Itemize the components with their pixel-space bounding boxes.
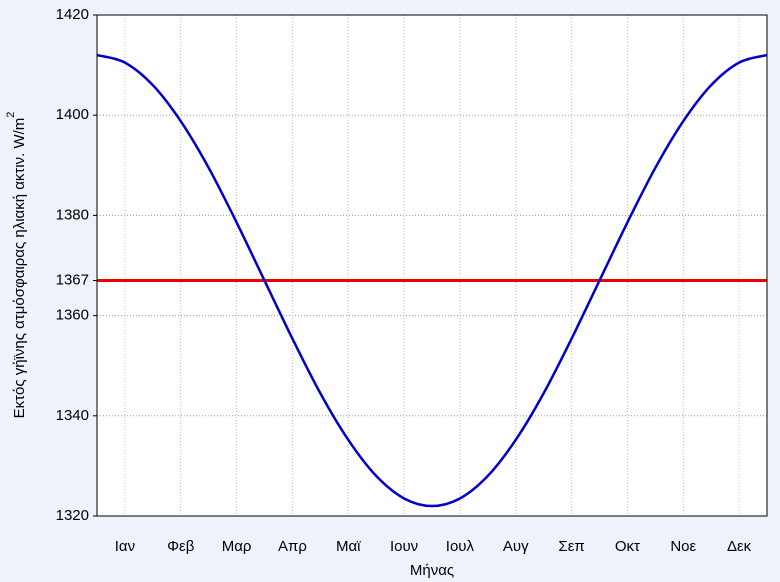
x-tick-label: Σεπ (558, 538, 584, 555)
x-tick-label: Ιαν (115, 538, 135, 555)
y-tick-label: 1360 (56, 307, 89, 324)
y-axis-label: Εκτός γήϊνης ατμόσφαιρας ηλιακή ακτιν. W… (5, 112, 28, 419)
y-tick-label: 1367 (56, 271, 89, 288)
series-line (96, 53, 768, 508)
y-tick-label: 1420 (56, 6, 89, 23)
x-tick-label: Ιουν (390, 538, 418, 555)
x-tick-label: Φεβ (167, 538, 195, 555)
x-tick-label: Οκτ (615, 538, 640, 555)
y-axis-label-text: Εκτός γήϊνης ατμόσφαιρας ηλιακή ακτιν. W… (11, 118, 28, 419)
y-tick-label: 1340 (56, 407, 89, 424)
x-tick-label: Ιουλ (446, 538, 475, 555)
y-axis-label-group: Εκτός γήϊνης ατμόσφαιρας ηλιακή ακτιν. W… (5, 112, 28, 419)
x-tick-label: Αυγ (503, 538, 529, 555)
x-tick-label: Δεκ (727, 538, 752, 555)
x-axis-label: Μήνας (410, 562, 454, 579)
x-tick-label: Μαϊ (336, 538, 361, 555)
y-axis-label-sup: 2 (5, 112, 17, 118)
x-tick-label: Μαρ (222, 538, 252, 555)
x-tick-label: Νοε (670, 538, 696, 555)
plot-border (96, 14, 768, 517)
x-tick-label: Απρ (278, 538, 307, 555)
marks (96, 53, 768, 508)
y-tick-label: 1380 (56, 206, 89, 223)
plot-area (97, 15, 767, 516)
y-tick-label: 1320 (56, 507, 89, 524)
y-tick-label: 1400 (56, 106, 89, 123)
